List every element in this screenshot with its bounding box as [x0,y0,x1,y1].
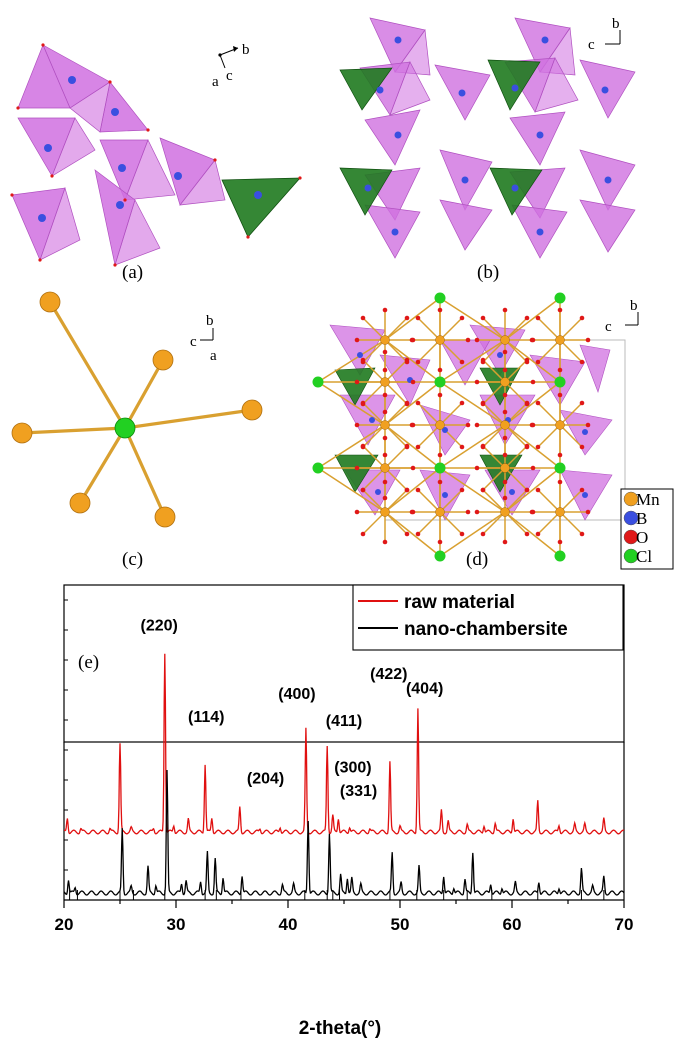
hkl-annotation: (400) [278,686,315,703]
series-line-nano-chambersite [63,769,625,896]
xrd-chart: 20 30 40 50 60 70 (220) (114) (204) (400) (411) (3… [55,584,634,1039]
hkl-annotation: (422) [370,666,407,683]
panel-a-axis-indicator: b c a [212,42,250,90]
x-tick-label: 40 [279,915,298,934]
x-tick-label: 30 [167,915,186,934]
series-line-raw-material [63,653,625,835]
panel-a-axis-c: c [226,68,233,84]
panel-c-axis-c: c [190,334,197,350]
panel-d-axis-b: b [630,298,638,314]
panel-b-axis-b: b [612,16,620,32]
panel-c-label: (c) [122,549,143,570]
panel-d-axis-c: c [605,319,612,335]
panel-d-structure [312,292,626,562]
hkl-annotation: (220) [141,617,178,634]
panel-c-coordination [11,291,263,528]
hkl-annotation: (114) [188,709,224,726]
chart-panel-label: (e) [78,652,99,673]
panel-a-axis-a: a [212,74,219,90]
hkl-annotation: (331) [340,783,377,800]
legend-swatch-o [623,529,639,545]
x-tick-label: 70 [615,915,634,934]
legend-label-cl: Cl [636,547,652,566]
legend-label-mn: Mn [636,490,660,509]
x-tick-label: 20 [55,915,74,934]
legend-swatch-b [623,510,639,526]
panel-a-axis-b: b [242,42,250,58]
panel-b-structure [339,17,636,259]
panel-d-label: (d) [466,549,488,570]
legend-label-o: O [636,528,648,547]
panel-d-axis-indicator: b c [605,298,639,335]
x-axis-label: 2-theta(°) [299,1018,382,1039]
legend-label-b: B [636,509,647,528]
panel-b-axis-c: c [588,37,595,53]
legend-label-raw-material: raw material [404,592,515,613]
series-legend: raw material nano-chambersite [352,584,624,651]
hkl-annotation: (404) [406,680,443,697]
hkl-annotation: (204) [247,770,284,787]
x-tick-label: 50 [391,915,410,934]
legend-label-nano-chambersite: nano-chambersite [404,619,568,640]
panel-a-label: (a) [122,262,143,283]
panel-a-structure [10,43,302,267]
panel-b-axis-indicator: b c [588,16,621,53]
hkl-annotation: (411) [326,713,362,730]
panel-c-axis-indicator: b c a [190,313,217,364]
legend-swatch-mn [623,491,639,507]
hkl-annotation: (300) [334,760,371,777]
x-tick-label: 60 [503,915,522,934]
panel-c-axis-b: b [206,313,214,329]
panel-b-label: (b) [477,262,499,283]
chart-frame [63,584,625,743]
panel-c-axis-a: a [210,348,217,364]
legend-swatch-cl [623,548,639,564]
